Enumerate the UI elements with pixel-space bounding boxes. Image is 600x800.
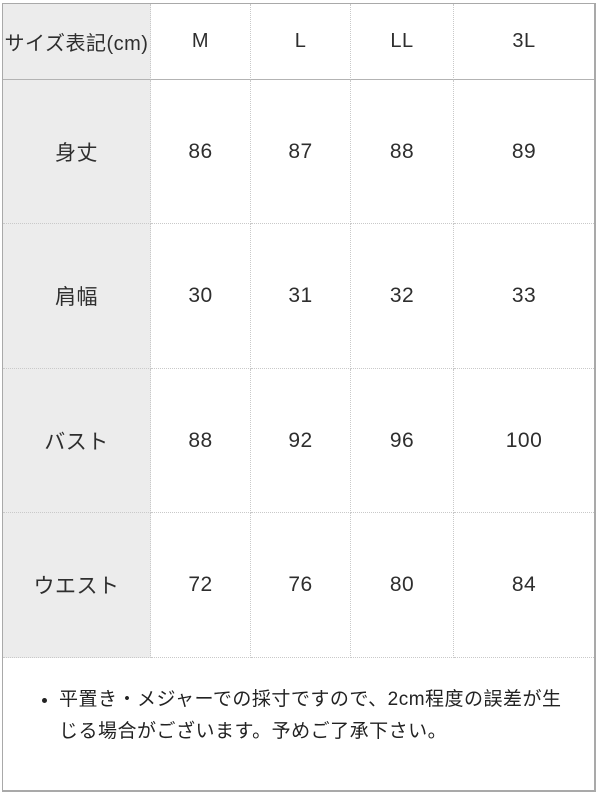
row-label-bust: バスト <box>3 369 151 513</box>
cell-body-length-ll: 88 <box>351 80 454 224</box>
cell-body-length-m: 86 <box>151 80 251 224</box>
cell-shoulder-width-ll: 32 <box>351 224 454 369</box>
row-label-waist: ウエスト <box>3 513 151 658</box>
cell-shoulder-width-m: 30 <box>151 224 251 369</box>
row-label-body-length: 身丈 <box>3 80 151 224</box>
column-header-l: L <box>251 4 351 80</box>
cell-body-length-l: 87 <box>251 80 351 224</box>
column-header-3l: 3L <box>454 4 594 80</box>
cell-waist-l: 76 <box>251 513 351 658</box>
cell-bust-l: 92 <box>251 369 351 513</box>
size-chart-table: サイズ表記(cm) M L LL 3L 身丈 86 87 88 89 肩幅 30… <box>2 3 596 792</box>
cell-waist-3l: 84 <box>454 513 594 658</box>
cell-shoulder-width-l: 31 <box>251 224 351 369</box>
cell-bust-m: 88 <box>151 369 251 513</box>
row-label-shoulder-width: 肩幅 <box>3 224 151 369</box>
cell-waist-m: 72 <box>151 513 251 658</box>
cell-bust-ll: 96 <box>351 369 454 513</box>
column-header-size-label: サイズ表記(cm) <box>3 4 151 80</box>
note-section: 平置き・メジャーでの採寸ですので、2cm程度の誤差が生じる場合がございます。予め… <box>3 658 594 790</box>
note-list: 平置き・メジャーでの採寸ですので、2cm程度の誤差が生じる場合がございます。予め… <box>25 684 568 748</box>
cell-body-length-3l: 89 <box>454 80 594 224</box>
column-header-m: M <box>151 4 251 80</box>
cell-shoulder-width-3l: 33 <box>454 224 594 369</box>
column-header-ll: LL <box>351 4 454 80</box>
cell-waist-ll: 80 <box>351 513 454 658</box>
cell-bust-3l: 100 <box>454 369 594 513</box>
measurement-note-text: 平置き・メジャーでの採寸ですので、2cm程度の誤差が生じる場合がございます。予め… <box>59 684 568 748</box>
